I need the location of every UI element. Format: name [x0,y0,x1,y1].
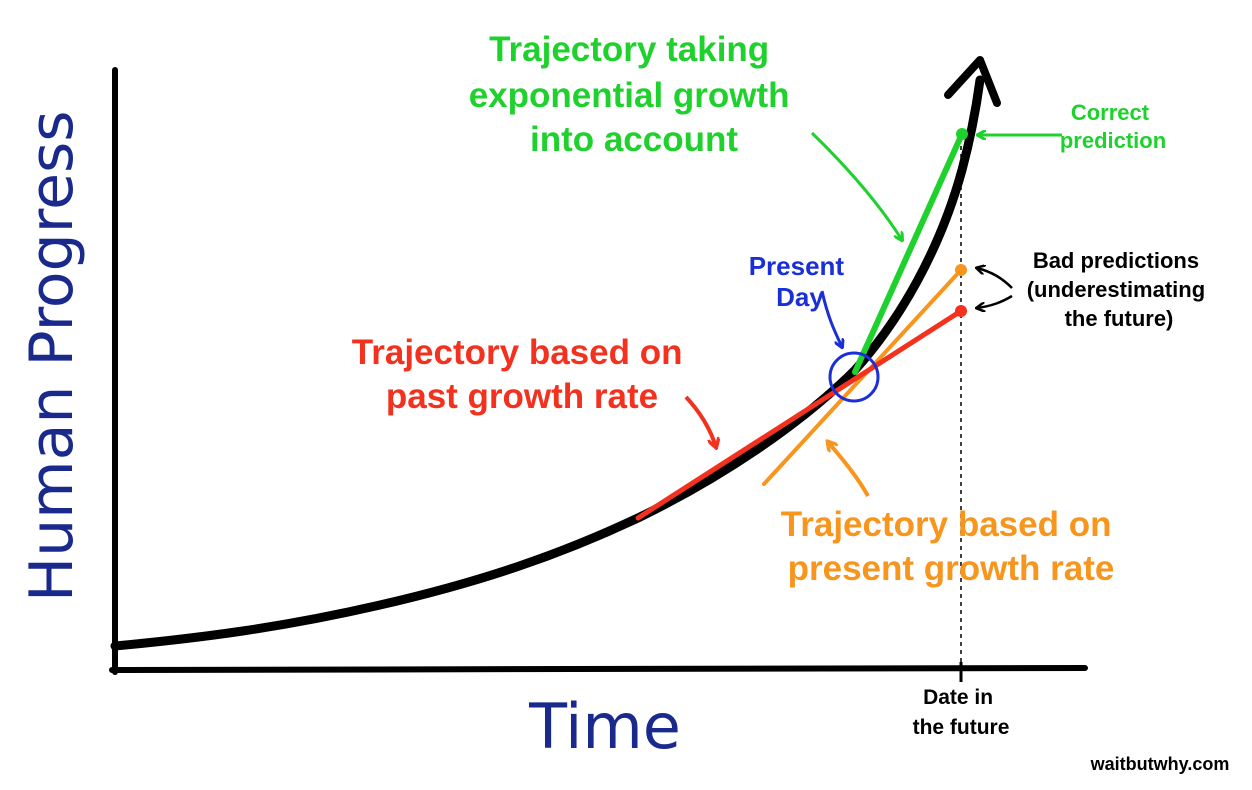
future-date-label-line-2: the future [913,716,1010,739]
svg-text:Trajectory based on presen: Trajectory based on present growth rate [781,505,1121,588]
bad-prediction-arrow-bottom [977,294,1013,308]
present-day-label-line-2: Day [776,282,824,312]
correct-prediction-label-line-2: prediction [1060,128,1166,153]
orange-label-arrow [828,442,870,497]
green-trajectory-line [852,131,965,375]
bad-predictions-label-line-2: (underestimating [1027,277,1205,302]
green-label-arrow [810,131,902,240]
orange-prediction-dot [955,264,967,276]
present-day-circle [828,351,880,403]
present-day-arrow [820,290,842,347]
curve-arrowhead [944,56,1001,107]
exponential-label-line-3: into account [530,120,738,159]
x-axis-line [109,665,1088,673]
present-rate-label-line-2: present growth rate [788,549,1115,588]
exponential-label-line-1: Trajectory taking [489,30,769,69]
future-date-label-line-1: Date in [923,686,993,709]
red-label-arrow [684,395,716,447]
y-axis-title: Human Progress [17,110,87,602]
past-rate-label-line-2: past growth rate [386,377,658,416]
correct-prediction-dot [956,128,968,140]
bad-predictions-label-line-3: the future) [1065,306,1174,331]
red-trajectory-line [635,308,964,521]
svg-text:Present Day: Present Day [749,251,852,312]
svg-text:Trajectory based on past g: Trajectory based on past growth rate [352,333,692,416]
x-axis-title: Time [528,690,681,763]
past-rate-label-line-1: Trajectory based on [352,333,683,372]
credit-text: waitbutwhy.com [1090,754,1230,774]
bad-prediction-arrow-top [977,268,1013,289]
svg-text:Date in the future: Date in the future [913,686,1010,739]
exponential-label-line-2: exponential growth [469,76,790,115]
present-day-label-line-1: Present [749,251,845,281]
exponential-curve [110,75,985,651]
red-prediction-dot [955,305,967,317]
present-rate-label-line-1: Trajectory based on [781,505,1112,544]
bad-predictions-label-line-1: Bad predictions [1033,248,1199,273]
svg-text:Correct prediction: Correct prediction [1060,100,1166,153]
svg-text:Bad predictions (underesti: Bad predictions (underestimating the fut… [1027,248,1212,331]
correct-prediction-label-line-1: Correct [1071,100,1150,125]
svg-text:Trajectory taking exponent: Trajectory taking exponential growth int… [469,30,800,159]
